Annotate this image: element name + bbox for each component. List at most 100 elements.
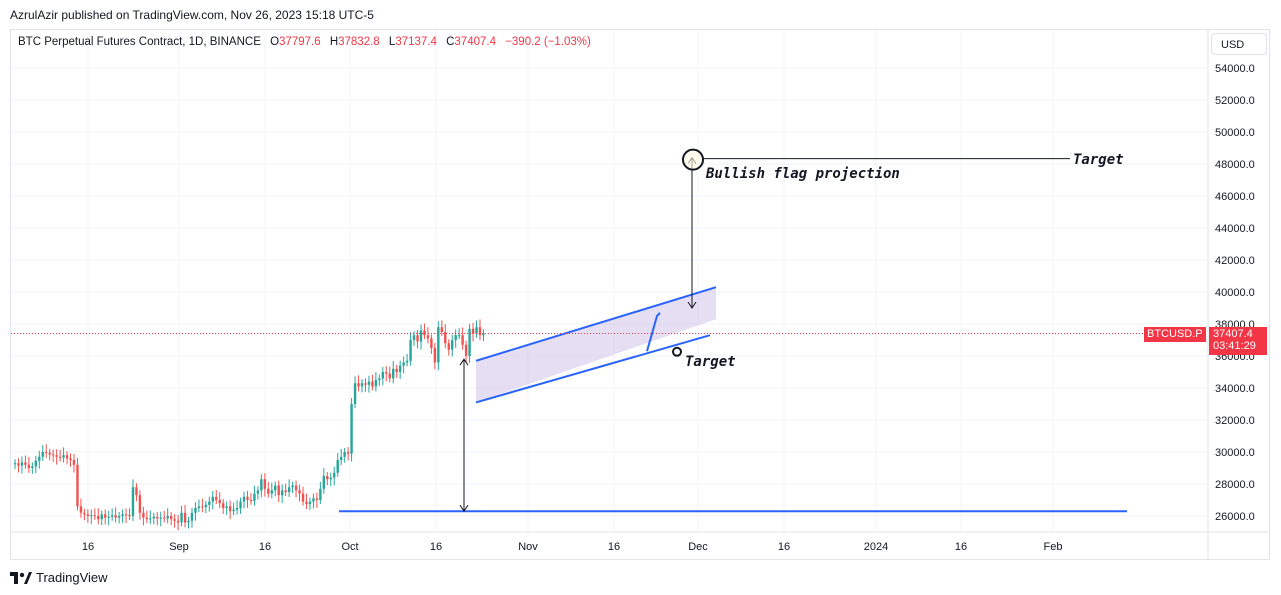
candle-body xyxy=(287,487,291,492)
candle-body xyxy=(482,333,485,336)
footer-brand[interactable]: TradingView xyxy=(10,570,108,585)
candle-body xyxy=(225,506,228,508)
candle-body xyxy=(440,327,444,332)
time-tick-label: 16 xyxy=(259,541,271,553)
candle-body xyxy=(38,456,41,461)
price-axis[interactable]: 26000.028000.030000.032000.034000.036000… xyxy=(1215,63,1255,523)
target-bottom-marker xyxy=(672,346,682,357)
candle-body xyxy=(235,508,239,510)
target-top-marker xyxy=(682,148,704,171)
flag-channel-lower xyxy=(475,334,711,404)
candle-body xyxy=(222,503,225,508)
candle-body xyxy=(301,493,305,502)
candle-body xyxy=(156,516,159,519)
candle-body xyxy=(350,404,353,454)
time-tick-label: Feb xyxy=(1044,541,1063,553)
time-tick-label: 2024 xyxy=(864,541,888,553)
candle-body xyxy=(468,328,471,356)
chart-frame xyxy=(10,29,1270,560)
candle-body xyxy=(204,504,208,508)
candle-body xyxy=(142,512,145,518)
price-tick-label: 44000.0 xyxy=(1215,223,1255,235)
price-tick-label: 40000.0 xyxy=(1215,287,1255,299)
candle-body xyxy=(215,496,218,500)
candle-body xyxy=(79,506,83,513)
candle-body xyxy=(333,472,336,478)
candle-body xyxy=(444,332,447,344)
candle-body xyxy=(437,327,440,363)
candle-body xyxy=(315,498,319,500)
candle-body xyxy=(149,518,152,520)
legend-high: 37832.8 xyxy=(338,36,380,48)
time-tick-label: Dec xyxy=(688,541,708,553)
time-tick-label: 16 xyxy=(608,541,620,553)
footer-brand-label: TradingView xyxy=(36,570,108,585)
candle-body xyxy=(145,517,149,520)
flag-channel-upper xyxy=(475,286,717,362)
flag-breakout-sketch xyxy=(646,312,661,352)
candle-body xyxy=(263,479,267,489)
candle-body xyxy=(471,328,475,334)
bar-countdown: 03:41:29 xyxy=(1213,340,1256,352)
candle-body xyxy=(398,365,402,372)
price-tick-label: 26000.0 xyxy=(1215,511,1255,523)
flagpole-arrow-up xyxy=(459,358,469,366)
candle-body xyxy=(451,340,454,350)
flagpole-arrow-down xyxy=(459,504,469,513)
candle-body xyxy=(90,515,93,517)
candle-body xyxy=(374,380,378,387)
candles xyxy=(13,319,485,531)
candle-body xyxy=(69,458,72,460)
candle-body xyxy=(97,516,100,520)
legend-low-label: L xyxy=(388,36,396,48)
candle-body xyxy=(284,490,287,492)
candle-body xyxy=(211,496,214,502)
chart-legend: BTC Perpetual Futures Contract, 1D, BINA… xyxy=(18,36,591,48)
candle-body xyxy=(478,327,482,336)
overlays: Bullish flag projection Target Target xyxy=(11,148,1143,513)
candle-body xyxy=(298,490,301,494)
candle-body xyxy=(183,512,187,523)
candle-body xyxy=(329,477,332,480)
candle-body xyxy=(197,506,201,508)
candle-body xyxy=(228,506,232,512)
candle-body xyxy=(83,512,86,515)
candle-body xyxy=(319,488,322,500)
candle-body xyxy=(312,498,315,502)
candle-body xyxy=(166,516,169,519)
legend-symbol: BTC Perpetual Futures Contract, 1D, BINA… xyxy=(18,36,261,48)
legend-high-label: H xyxy=(329,36,339,48)
currency-button[interactable]: USD xyxy=(1211,33,1267,55)
candle-body xyxy=(291,485,294,488)
candle-body xyxy=(346,452,350,454)
candle-body xyxy=(308,501,312,504)
candle-body xyxy=(294,485,298,491)
candle-body xyxy=(395,368,398,372)
candle-body xyxy=(423,330,426,336)
candle-body xyxy=(72,460,76,465)
candle-body xyxy=(464,344,468,356)
candle-body xyxy=(253,493,256,501)
candle-body xyxy=(385,372,388,374)
ticker-tag: BTCUSD.P xyxy=(1144,327,1206,342)
candle-body xyxy=(246,496,249,500)
candle-body xyxy=(364,383,367,385)
time-axis[interactable]: 16 Sep 16 Oct 16 Nov 16 Dec 16 2024 16 Feb xyxy=(82,541,1063,553)
price-tick-label: 48000.0 xyxy=(1215,159,1255,171)
candle-body xyxy=(138,495,142,513)
time-tick-label: 16 xyxy=(955,541,967,553)
candle-body xyxy=(419,330,423,342)
legend-close-label: C xyxy=(446,36,455,48)
time-tick-label: Oct xyxy=(341,541,358,553)
candle-body xyxy=(62,455,65,458)
candle-body xyxy=(17,463,20,466)
candle-body xyxy=(378,378,381,380)
candle-body xyxy=(107,516,110,518)
target-bottom-label: Target xyxy=(685,354,736,370)
price-tick-label: 52000.0 xyxy=(1215,95,1255,107)
legend-change: −390.2 (−1.03%) xyxy=(505,36,591,48)
candle-body xyxy=(305,501,308,504)
candle-body xyxy=(326,476,329,480)
time-tick-label: Sep xyxy=(169,541,189,553)
